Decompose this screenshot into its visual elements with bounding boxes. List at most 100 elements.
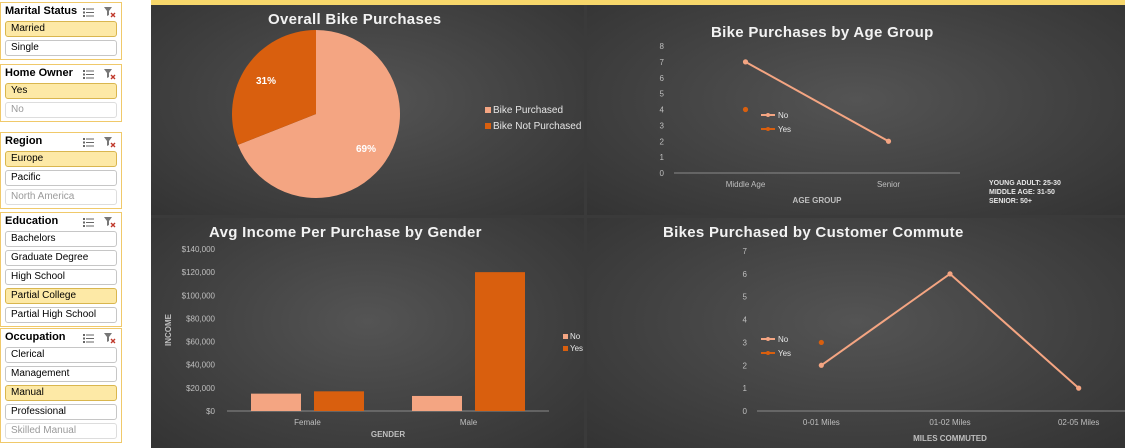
x-axis-title: AGE GROUP <box>793 196 843 205</box>
slicer-item-bachelors[interactable]: Bachelors <box>5 231 117 247</box>
y-tick-label: $60,000 <box>186 338 215 347</box>
y-tick-label: $40,000 <box>186 361 215 370</box>
chart-title: Bikes Purchased by Customer Commute <box>663 224 964 241</box>
x-tick-label: 02-05 Miles <box>1058 418 1099 427</box>
legend-marker <box>766 127 770 131</box>
y-tick-label: 2 <box>660 137 665 146</box>
y-tick-label: 2 <box>743 361 748 370</box>
multi-select-icon[interactable] <box>83 69 94 79</box>
slicer-title: Education <box>5 215 59 227</box>
slicer-item-graduate-degree[interactable]: Graduate Degree <box>5 250 117 266</box>
slicer-header: Occupation <box>1 329 121 347</box>
multi-select-icon[interactable] <box>83 217 94 227</box>
y-axis-title: INCOME <box>164 313 173 346</box>
slicer-item-single[interactable]: Single <box>5 40 117 56</box>
multi-select-icon[interactable] <box>83 7 94 17</box>
legend-marker <box>766 351 770 355</box>
legend-entry: No <box>778 111 789 120</box>
chart-avg-income-by-gender[interactable]: Avg Income Per Purchase by Gender $0 $20,… <box>151 218 584 448</box>
y-tick-label: 1 <box>660 153 665 162</box>
x-tick-label: Male <box>460 418 478 427</box>
y-tick-label: $0 <box>206 407 215 416</box>
top-accent-bar <box>151 0 1125 5</box>
chart-title: Avg Income Per Purchase by Gender <box>209 224 482 241</box>
bar-female-no <box>251 393 301 411</box>
slicer-item-no[interactable]: No <box>5 102 117 118</box>
y-tick-label: 7 <box>743 247 748 256</box>
x-axis-title: MILES COMMUTED <box>913 434 987 443</box>
pie-chart: 69% 31% Bike Purchased Bike Not Purchased <box>232 30 581 198</box>
legend-entry: Yes <box>778 349 791 358</box>
clear-filter-icon[interactable] <box>104 69 116 80</box>
multi-select-icon[interactable] <box>83 333 94 343</box>
y-tick-label: $100,000 <box>182 291 216 300</box>
slicer-item-married[interactable]: Married <box>5 21 117 37</box>
y-tick-label: 7 <box>660 58 665 67</box>
y-tick-label: 5 <box>660 90 665 99</box>
slicer-title: Marital Status <box>5 5 78 17</box>
clear-filter-icon[interactable] <box>104 137 116 148</box>
y-tick-label: 5 <box>743 293 748 302</box>
slicer-item-partial-college[interactable]: Partial College <box>5 288 117 304</box>
note-middle-age: MIDDLE AGE: 31-50 <box>989 189 1055 196</box>
slicer-title: Occupation <box>5 331 66 343</box>
pie-data-label: 31% <box>256 76 276 87</box>
slicer-title: Home Owner <box>5 67 73 79</box>
slicer-occupation: Occupation Clerical Management Manual Profes… <box>0 328 122 443</box>
y-tick-label: 0 <box>660 169 665 178</box>
clear-filter-icon[interactable] <box>104 333 116 344</box>
slicer-item-management[interactable]: Management <box>5 366 117 382</box>
chart-title: Overall Bike Purchases <box>268 11 442 28</box>
bar-male-yes <box>475 272 525 411</box>
slicer-item-north-america[interactable]: North America <box>5 189 117 205</box>
legend-entry: Bike Not Purchased <box>493 121 581 132</box>
dashboard-area: Overall Bike Purchases 69% 31% Bike Purcha… <box>151 0 1125 448</box>
legend-entry: No <box>570 332 581 341</box>
chart-title: Bike Purchases by Age Group <box>711 24 934 41</box>
bar-chart-income: $0 $20,000 $40,000 $60,000 $80,000 $100,000 $1… <box>164 245 583 439</box>
slicer-item-professional[interactable]: Professional <box>5 404 117 420</box>
slicer-item-europe[interactable]: Europe <box>5 151 117 167</box>
x-tick-label: 01-02 Miles <box>929 418 970 427</box>
slicer-item-pacific[interactable]: Pacific <box>5 170 117 186</box>
y-tick-label: 4 <box>743 316 748 325</box>
slicer-item-manual[interactable]: Manual <box>5 385 117 401</box>
pie-slice-not-purchased <box>232 30 316 145</box>
y-tick-label: 3 <box>743 338 748 347</box>
y-tick-label: 4 <box>660 106 665 115</box>
slicer-header: Home Owner <box>1 65 121 83</box>
slicer-item-yes[interactable]: Yes <box>5 83 117 99</box>
y-tick-label: $140,000 <box>182 245 216 254</box>
slicer-panel: Marital Status Married Single Home Owner Yes… <box>0 0 122 448</box>
legend-entry: Yes <box>570 344 583 353</box>
slicer-item-partial-high-school[interactable]: Partial High School <box>5 307 117 323</box>
x-axis-title: GENDER <box>371 430 405 439</box>
legend-marker <box>766 113 770 117</box>
multi-select-icon[interactable] <box>83 137 94 147</box>
chart-bike-purchases-by-age[interactable]: Bike Purchases by Age Group 0 1 2 3 4 5 6 7 8 Mid… <box>587 5 1125 215</box>
x-tick-label: Senior <box>877 180 900 189</box>
legend-swatch <box>563 346 568 351</box>
legend-swatch <box>563 334 568 339</box>
bar-male-no <box>412 395 462 411</box>
slicer-item-skilled-manual[interactable]: Skilled Manual <box>5 423 117 439</box>
chart-bikes-by-commute[interactable]: Bikes Purchased by Customer Commute 0 1 2 3… <box>587 218 1125 448</box>
clear-filter-icon[interactable] <box>104 7 116 18</box>
y-tick-label: 3 <box>660 121 665 130</box>
y-tick-label: 1 <box>743 384 748 393</box>
slicer-item-clerical[interactable]: Clerical <box>5 347 117 363</box>
clear-filter-icon[interactable] <box>104 217 116 228</box>
slicer-item-high-school[interactable]: High School <box>5 269 117 285</box>
legend-entry: No <box>778 335 789 344</box>
series-line-no <box>745 61 889 143</box>
legend-swatch <box>485 123 491 129</box>
data-point-no <box>947 271 953 277</box>
line-chart-commute: 0 1 2 3 4 5 6 7 0-01 Miles 01-02 Miles 02-05 Miles… <box>743 247 1125 443</box>
y-tick-label: $80,000 <box>186 314 215 323</box>
y-tick-label: 6 <box>660 74 665 83</box>
chart-overall-bike-purchases[interactable]: Overall Bike Purchases 69% 31% Bike Purcha… <box>151 5 584 215</box>
age-group-legend-note: YOUNG ADULT: 25-30 MIDDLE AGE: 31-50 SEN… <box>989 179 1061 206</box>
note-young-adult: YOUNG ADULT: 25-30 <box>989 180 1061 187</box>
